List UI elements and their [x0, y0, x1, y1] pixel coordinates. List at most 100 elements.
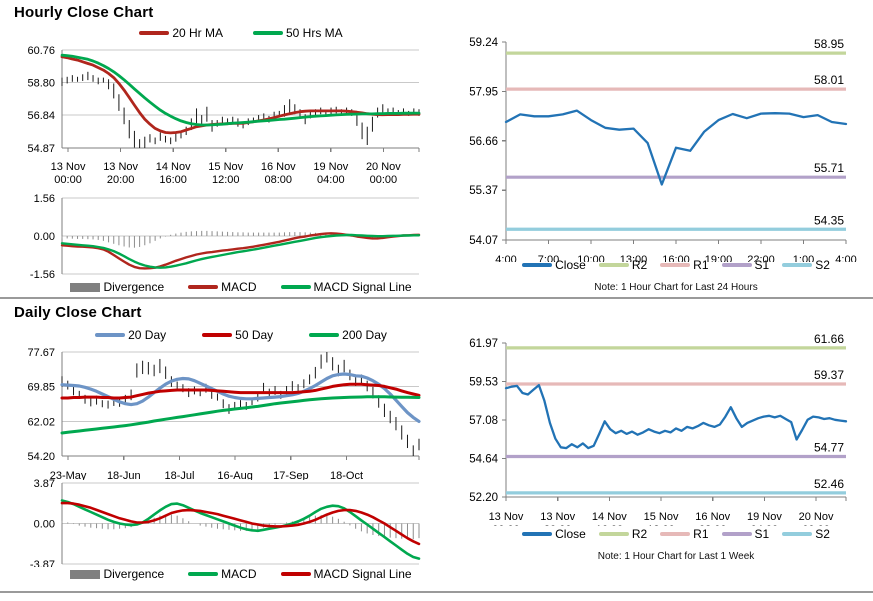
svg-text:7:00: 7:00	[538, 254, 559, 262]
bottom-divider	[0, 591, 873, 593]
line-swatch-icon	[202, 333, 233, 337]
legend-label: R2	[631, 527, 648, 541]
legend-label: R1	[693, 258, 709, 272]
legend-item-s1: S1	[721, 527, 770, 541]
line-swatch-icon	[660, 532, 691, 536]
svg-text:54.77: 54.77	[814, 440, 844, 454]
legend-item-divergence: Divergence	[70, 280, 164, 294]
svg-text:54.20: 54.20	[27, 451, 55, 463]
bar-swatch-icon	[70, 282, 101, 292]
svg-text:17-Sep: 17-Sep	[273, 470, 308, 480]
svg-text:58.95: 58.95	[814, 37, 844, 51]
svg-text:61.97: 61.97	[469, 338, 498, 350]
svg-text:00:00: 00:00	[54, 174, 82, 186]
svg-text:22:00: 22:00	[747, 254, 775, 262]
line-swatch-icon	[280, 285, 311, 289]
line-swatch-icon	[188, 285, 219, 289]
hourly-macd-legend: Divergence MACD MACD Signal Line	[62, 280, 420, 294]
section-divider	[0, 297, 873, 299]
legend-item-r1: R1	[660, 258, 709, 272]
line-swatch-icon	[598, 532, 629, 536]
svg-text:16:00: 16:00	[596, 524, 624, 526]
line-swatch-icon	[309, 333, 340, 337]
svg-text:3.87: 3.87	[34, 478, 55, 490]
svg-text:20 Nov: 20 Nov	[799, 511, 834, 523]
bar-swatch-icon	[70, 569, 101, 579]
svg-text:-1.56: -1.56	[30, 269, 55, 281]
svg-text:58.01: 58.01	[814, 73, 844, 87]
legend-label: S1	[754, 258, 770, 272]
legend-label: S2	[815, 258, 830, 272]
daily-ma-legend: 20 Day 50 Day 200 Day	[62, 328, 420, 342]
svg-text:19:00: 19:00	[705, 254, 733, 262]
legend-label: 200 Day	[342, 328, 387, 342]
legend-item-200-day: 200 Day	[309, 328, 387, 342]
legend-item-50hrs-ma: 50 Hrs MA	[253, 26, 343, 40]
svg-text:52.46: 52.46	[814, 477, 844, 491]
line-swatch-icon	[280, 572, 311, 576]
svg-text:14 Nov: 14 Nov	[156, 161, 191, 173]
legend-label: MACD Signal Line	[313, 567, 412, 581]
svg-text:55.71: 55.71	[814, 161, 844, 175]
svg-text:59.24: 59.24	[469, 37, 498, 49]
legend-item-20-day: 20 Day	[95, 328, 166, 342]
line-swatch-icon	[782, 532, 813, 536]
svg-text:16 Nov: 16 Nov	[695, 511, 730, 523]
svg-text:20:00: 20:00	[107, 174, 135, 186]
legend-label: Divergence	[103, 280, 165, 294]
svg-text:16 Nov: 16 Nov	[261, 161, 296, 173]
daily-chart-title: Daily Close Chart	[14, 304, 142, 321]
legend-item-close: Close	[522, 527, 586, 541]
legend-item-macd-signal: MACD Signal Line	[280, 567, 412, 581]
svg-text:69.85: 69.85	[27, 382, 55, 394]
svg-text:20:00: 20:00	[544, 524, 572, 526]
daily-macd-chart: 3.87 0.00 -3.87	[30, 478, 421, 567]
svg-text:59.53: 59.53	[469, 376, 498, 388]
legend-item-macd-signal: MACD Signal Line	[280, 280, 412, 294]
hourly-macd-chart: 1.56 0.00 -1.56	[30, 193, 421, 281]
svg-text:54.64: 54.64	[469, 454, 498, 466]
hourly-ma-legend: 20 Hr MA 50 Hrs MA	[62, 26, 420, 40]
svg-text:54.07: 54.07	[469, 235, 498, 247]
svg-text:4:00: 4:00	[835, 254, 856, 262]
svg-text:12:00: 12:00	[647, 524, 675, 526]
svg-text:00:00: 00:00	[492, 524, 520, 526]
svg-text:58.80: 58.80	[27, 78, 55, 90]
svg-text:19 Nov: 19 Nov	[313, 161, 348, 173]
svg-text:13 Nov: 13 Nov	[489, 511, 524, 523]
legend-item-divergence: Divergence	[70, 567, 164, 581]
svg-text:55.37: 55.37	[469, 185, 498, 197]
legend-label: Close	[555, 258, 586, 272]
svg-text:60.76: 60.76	[27, 45, 55, 57]
legend-label: R2	[631, 258, 648, 272]
svg-text:23-May: 23-May	[50, 470, 87, 480]
svg-text:13 Nov: 13 Nov	[540, 511, 575, 523]
svg-text:18-Jun: 18-Jun	[107, 470, 141, 480]
legend-label: Close	[555, 527, 586, 541]
line-swatch-icon	[522, 263, 553, 267]
svg-text:16-Aug: 16-Aug	[217, 470, 252, 480]
legend-label: 50 Day	[235, 328, 274, 342]
line-swatch-icon	[188, 572, 219, 576]
hourly-chart-title: Hourly Close Chart	[14, 4, 154, 21]
svg-text:00:00: 00:00	[802, 524, 830, 526]
svg-text:13 Nov: 13 Nov	[51, 161, 86, 173]
svg-text:15 Nov: 15 Nov	[644, 511, 679, 523]
svg-text:15 Nov: 15 Nov	[208, 161, 243, 173]
hourly-pivot-note: Note: 1 Hour Chart for Last 24 Hours	[594, 282, 758, 293]
weekly-pivot-legend: Close R2 R1 S1 S2	[476, 527, 873, 541]
svg-text:77.67: 77.67	[27, 347, 55, 359]
svg-text:52.20: 52.20	[469, 492, 498, 504]
line-swatch-icon	[721, 263, 752, 267]
legend-label: R1	[693, 527, 709, 541]
daily-macd-legend: Divergence MACD MACD Signal Line	[62, 567, 420, 581]
svg-text:57.08: 57.08	[469, 415, 498, 427]
svg-text:08:00: 08:00	[265, 174, 293, 186]
legend-label: MACD Signal Line	[313, 280, 412, 294]
svg-text:20 Nov: 20 Nov	[366, 161, 401, 173]
svg-text:57.95: 57.95	[469, 86, 498, 98]
legend-label: S1	[754, 527, 770, 541]
svg-text:00:00: 00:00	[370, 174, 398, 186]
svg-text:54.35: 54.35	[814, 213, 844, 227]
svg-text:1:00: 1:00	[793, 254, 814, 262]
